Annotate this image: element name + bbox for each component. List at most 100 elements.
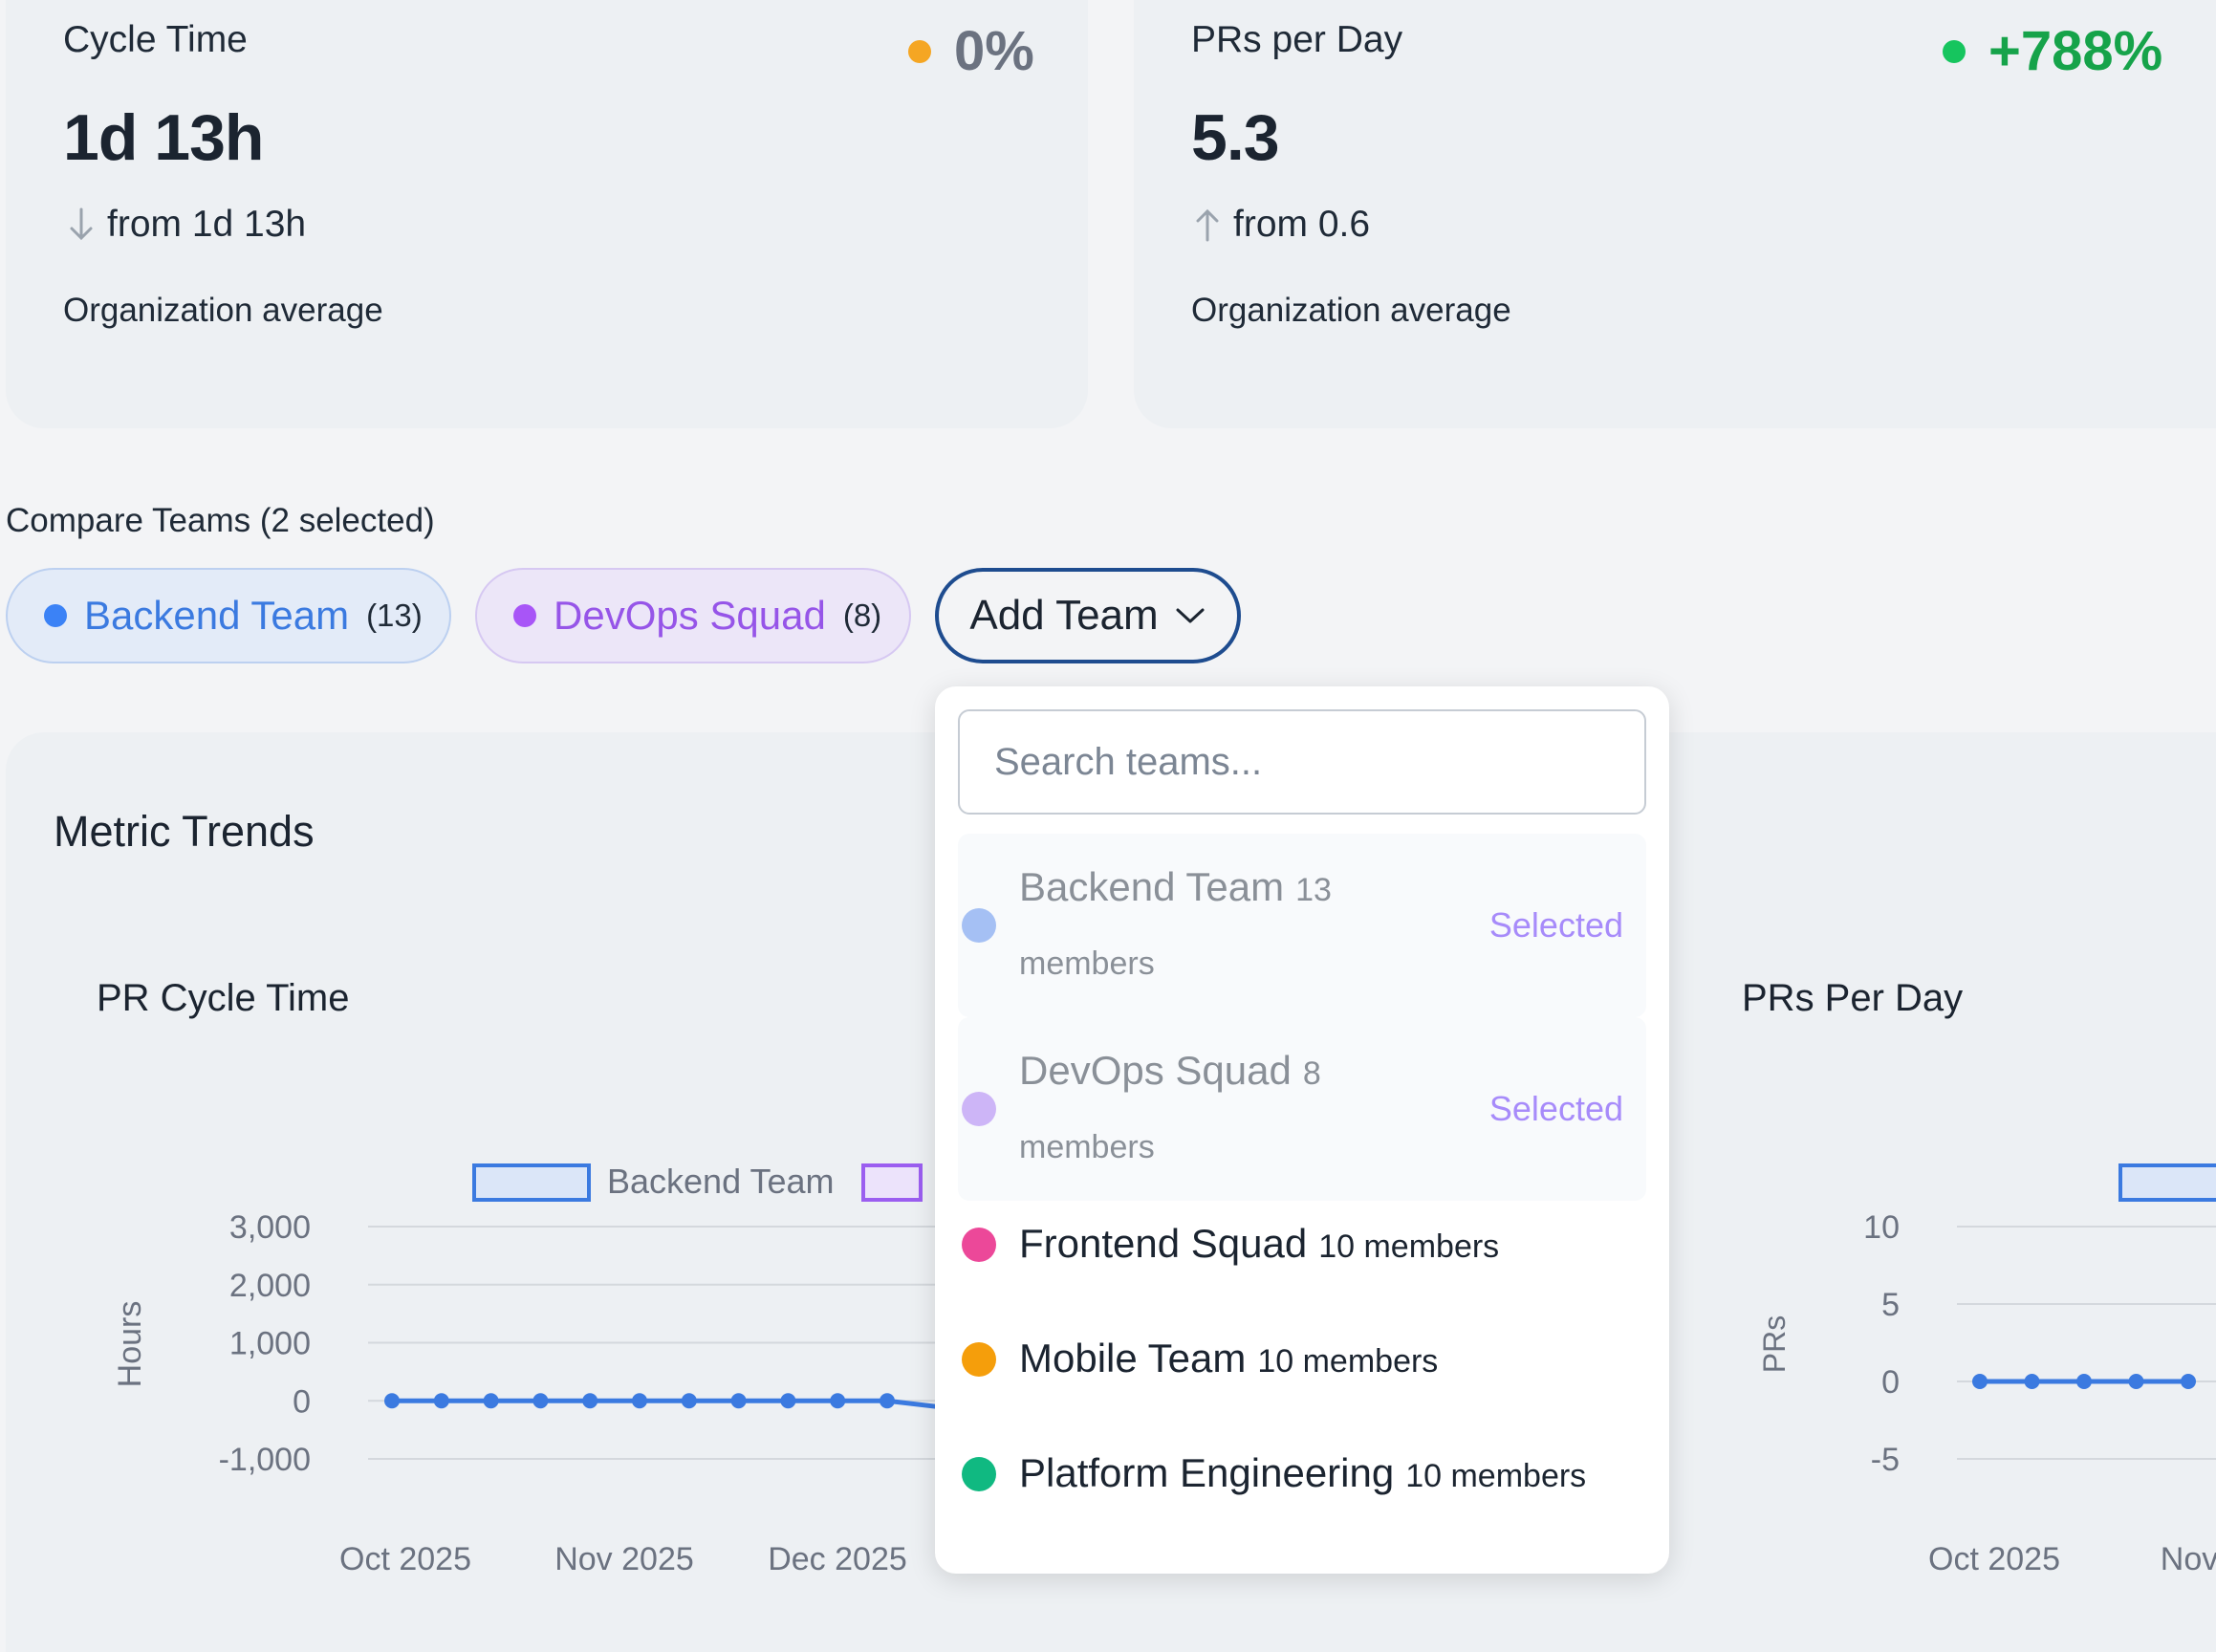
- y-tick-label: -1,000: [219, 1442, 311, 1478]
- team-color-dot: [962, 1228, 996, 1262]
- x-tick-label: Nov 2025: [554, 1541, 694, 1577]
- data-point[interactable]: [681, 1393, 697, 1409]
- compare-teams-label: Compare Teams (2 selected): [6, 502, 435, 539]
- team-option-text: Backend Team 13 members: [1019, 852, 1421, 999]
- team-color-dot: [962, 908, 996, 943]
- stat-change-value: +788%: [1988, 20, 2163, 82]
- x-tick-label: Oct 2025: [1928, 1541, 2060, 1577]
- team-option-name: DevOps Squad: [1019, 1048, 1292, 1093]
- legend-swatch-devops: [861, 1163, 923, 1202]
- y-tick-label: 0: [293, 1383, 311, 1420]
- stat-change: 0%: [908, 19, 1034, 83]
- y-tick-label: 2,000: [229, 1268, 311, 1304]
- data-point[interactable]: [483, 1393, 499, 1409]
- legend-swatch: [2118, 1163, 2216, 1202]
- team-color-dot: [44, 604, 67, 627]
- team-option-text: DevOps Squad 8 members: [1019, 1035, 1421, 1183]
- chart-pr-cycle-time: Backend Team Hours 3,000 2,000 1,000 0 -1,00…: [112, 1162, 956, 1577]
- data-point[interactable]: [2181, 1374, 2196, 1389]
- stat-card-cycle-time: Cycle Time 1d 13h from 1d 13h Organizati…: [6, 0, 1088, 428]
- chip-count: (8): [842, 598, 882, 633]
- status-dot: [908, 39, 931, 63]
- team-color-dot: [513, 604, 536, 627]
- team-option-name: Backend Team: [1019, 864, 1285, 909]
- team-option-name: Mobile Team: [1019, 1335, 1247, 1380]
- data-point[interactable]: [2128, 1374, 2144, 1389]
- stat-from-text: from 0.6: [1233, 204, 1371, 245]
- team-chip-backend[interactable]: Backend Team (13): [6, 568, 451, 663]
- team-option-text: Mobile Team 10 members: [1019, 1323, 1438, 1397]
- team-color-dot: [962, 1457, 996, 1491]
- team-option-platform[interactable]: Platform Engineering 10 members: [958, 1436, 1646, 1512]
- chart-title-cycle-time: PR Cycle Time: [97, 977, 350, 1019]
- search-teams-input[interactable]: [958, 709, 1646, 815]
- stat-value: 5.3: [1191, 101, 1280, 174]
- data-point[interactable]: [532, 1393, 549, 1409]
- y-tick-label: 3,000: [229, 1209, 311, 1246]
- section-title: Metric Trends: [54, 807, 315, 856]
- data-point[interactable]: [2076, 1374, 2092, 1389]
- y-tick-label: 10: [1863, 1209, 1900, 1246]
- team-color-dot: [962, 1342, 996, 1377]
- team-option-members-word: members: [1019, 946, 1155, 982]
- y-tick-label: 1,000: [229, 1326, 311, 1362]
- team-option-members: 10 members: [1257, 1342, 1439, 1380]
- add-team-button[interactable]: Add Team: [935, 568, 1241, 663]
- team-option-backend[interactable]: Backend Team 13 members Selected: [958, 834, 1646, 1017]
- y-tick-label: 5: [1881, 1287, 1900, 1323]
- y-tick-label: -5: [1871, 1442, 1900, 1478]
- team-color-dot: [962, 1092, 996, 1126]
- team-option-members: 10 members: [1318, 1228, 1500, 1265]
- team-option-members: 10 members: [1405, 1457, 1587, 1494]
- team-chip-devops[interactable]: DevOps Squad (8): [475, 568, 911, 663]
- team-option-name: Platform Engineering: [1019, 1449, 1395, 1495]
- chip-count: (13): [366, 598, 423, 633]
- y-axis-label: PRs: [1757, 1315, 1792, 1373]
- stat-subtitle: Organization average: [1191, 292, 1511, 329]
- data-point[interactable]: [1972, 1374, 1988, 1389]
- stat-title: PRs per Day: [1191, 19, 1403, 60]
- series-line: [392, 1398, 938, 1409]
- y-tick-label: 0: [1881, 1364, 1900, 1401]
- x-tick-label: Oct 2025: [339, 1541, 471, 1577]
- team-option-text: Frontend Squad 10 members: [1019, 1208, 1499, 1282]
- data-point[interactable]: [582, 1393, 598, 1409]
- data-point[interactable]: [384, 1393, 400, 1409]
- chevron-down-icon: [1176, 608, 1205, 623]
- data-point[interactable]: [880, 1393, 895, 1409]
- team-option-text: Platform Engineering 10 members: [1019, 1438, 1586, 1511]
- y-axis-label: Hours: [112, 1301, 148, 1388]
- team-option-devops[interactable]: DevOps Squad 8 members Selected: [958, 1017, 1646, 1201]
- team-option-frontend[interactable]: Frontend Squad 10 members: [958, 1206, 1646, 1283]
- stat-from-text: from 1d 13h: [107, 204, 307, 245]
- team-option-name: Frontend Squad: [1019, 1220, 1308, 1266]
- stat-from: from 1d 13h: [69, 204, 306, 246]
- arrow-up-icon: [1196, 208, 1219, 242]
- data-point[interactable]: [730, 1393, 747, 1409]
- selected-tag: Selected: [1488, 905, 1623, 945]
- stat-change-value: 0%: [954, 20, 1034, 82]
- stat-value: 1d 13h: [63, 101, 264, 174]
- chip-label: Backend Team: [84, 593, 350, 638]
- team-dropdown: Backend Team 13 members Selected DevOps Sq…: [935, 686, 1669, 1574]
- arrow-down-icon: [70, 207, 93, 241]
- stat-title: Cycle Time: [63, 19, 248, 60]
- chart-prs-per-day: PRs 10 5 0 -5 Oct 2025 Nov: [1757, 1163, 2216, 1577]
- team-option-members-count: 13: [1295, 872, 1332, 908]
- data-point[interactable]: [433, 1393, 449, 1409]
- data-point[interactable]: [780, 1393, 796, 1409]
- team-option-mobile[interactable]: Mobile Team 10 members: [958, 1321, 1646, 1398]
- data-point[interactable]: [632, 1393, 647, 1409]
- team-option-members-count: 8: [1302, 1055, 1321, 1092]
- chip-label: DevOps Squad: [554, 593, 826, 638]
- legend-label-backend: Backend Team: [607, 1162, 834, 1201]
- status-dot: [1943, 39, 1966, 63]
- stat-subtitle: Organization average: [63, 292, 383, 329]
- data-point[interactable]: [2024, 1374, 2040, 1389]
- legend-swatch-backend: [472, 1163, 591, 1202]
- chart-title-prs-per-day: PRs Per Day: [1742, 977, 1964, 1019]
- data-point[interactable]: [830, 1393, 846, 1409]
- stat-card-prs-per-day: PRs per Day 5.3 from 0.6 Organization av…: [1134, 0, 2216, 428]
- add-team-label: Add Team: [969, 592, 1159, 639]
